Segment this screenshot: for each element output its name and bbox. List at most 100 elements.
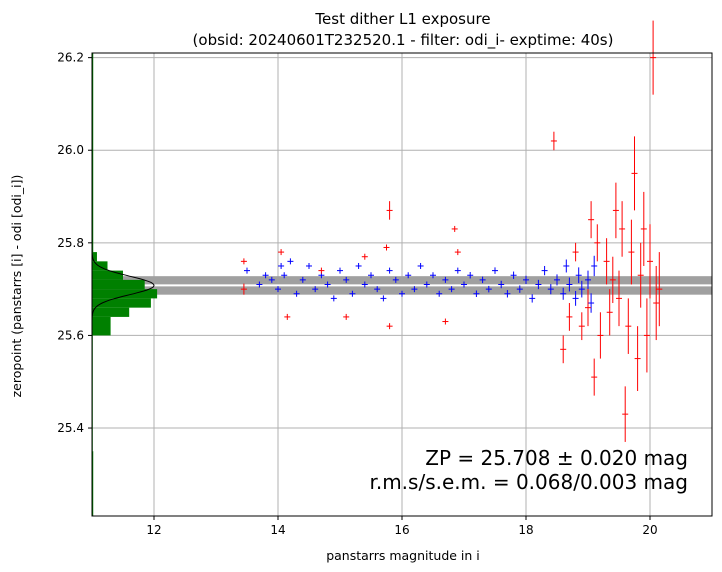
histogram xyxy=(91,53,158,516)
accepted-point xyxy=(312,286,319,293)
rejected-point xyxy=(566,303,573,331)
accepted-point xyxy=(337,267,343,274)
accepted-point xyxy=(275,286,281,293)
accepted-point xyxy=(299,276,306,283)
accepted-point xyxy=(405,272,412,279)
rejected-point xyxy=(442,318,449,325)
histogram-bar xyxy=(92,307,130,317)
histogram-bar xyxy=(92,289,158,299)
x-tick-label: 16 xyxy=(394,523,409,537)
axis-ticks: 12 14 16 18 20 25.4 25.6 25.8 26.0 26.2 xyxy=(57,51,657,537)
accepted-point xyxy=(575,267,582,284)
rejected-point xyxy=(640,191,647,266)
accepted-point xyxy=(262,272,269,279)
accepted-point xyxy=(306,262,312,269)
accepted-point xyxy=(442,276,449,283)
accepted-point xyxy=(566,277,573,292)
accepted-point xyxy=(554,274,560,286)
rejected-point xyxy=(603,238,610,285)
rejected-point xyxy=(650,20,657,95)
accepted-point xyxy=(244,267,250,274)
y-tick-label: 25.6 xyxy=(57,328,84,342)
x-tick-label: 14 xyxy=(270,523,285,537)
rejected-point xyxy=(647,224,653,299)
rejected-point xyxy=(550,131,557,151)
rms-annotation: r.m.s/s.e.m. = 0.068/0.003 mag xyxy=(369,470,688,494)
chart-subtitle: (obsid: 20240601T232520.1 - filter: odi_… xyxy=(193,31,614,50)
rejected-point xyxy=(578,312,585,341)
y-tick-label: 26.2 xyxy=(57,51,84,65)
rejected-point xyxy=(597,312,604,359)
accepted-point xyxy=(529,294,536,303)
accepted-point xyxy=(473,290,480,298)
accepted-point xyxy=(293,290,300,297)
histogram-bar xyxy=(92,53,94,253)
rejected-point xyxy=(622,386,629,442)
rejected-point xyxy=(616,270,622,327)
accepted-point xyxy=(417,262,424,269)
accepted-point xyxy=(547,284,554,295)
rejected-point xyxy=(591,358,598,396)
accepted-point xyxy=(535,279,542,290)
accepted-point xyxy=(504,290,511,298)
accepted-point xyxy=(578,280,585,298)
histogram-bar xyxy=(92,252,97,262)
rejected-point xyxy=(361,253,368,260)
accepted-point xyxy=(368,272,374,279)
accepted-point xyxy=(355,262,362,269)
accepted-point xyxy=(330,295,337,302)
accepted-point xyxy=(380,295,387,302)
x-tick-label: 18 xyxy=(518,523,533,537)
rejected-point xyxy=(637,242,644,308)
y-tick-label: 25.8 xyxy=(57,236,84,250)
rejected-point xyxy=(609,256,616,304)
zeropoint-annotation: ZP = 25.708 ± 0.020 mag xyxy=(425,446,688,470)
accepted-point xyxy=(256,281,263,288)
accepted-point xyxy=(572,290,579,306)
rejected-point xyxy=(643,298,650,373)
accepted-point xyxy=(392,276,399,283)
rejected-point xyxy=(653,265,660,341)
rejected-point xyxy=(606,289,613,336)
accepted-point xyxy=(343,276,350,283)
accepted-point xyxy=(498,280,505,289)
accepted-point xyxy=(591,255,598,277)
accepted-point xyxy=(467,271,474,279)
accepted-point xyxy=(461,281,467,288)
accepted-point xyxy=(485,285,492,293)
rejected-point xyxy=(454,249,461,256)
y-tick-label: 26.0 xyxy=(57,143,84,157)
accepted-point xyxy=(399,290,405,297)
rejected-point xyxy=(628,219,635,285)
histogram-bar xyxy=(92,298,151,308)
rejected-point xyxy=(619,201,626,257)
accepted-point xyxy=(287,258,294,265)
histogram-bar xyxy=(92,316,111,336)
accepted-point xyxy=(541,265,548,276)
accepted-point xyxy=(563,259,570,273)
rejected-point xyxy=(318,267,325,274)
accepted-point xyxy=(361,281,368,288)
accepted-point xyxy=(324,281,331,288)
y-tick-label: 25.4 xyxy=(57,421,84,435)
rejected-point xyxy=(594,224,601,262)
accepted-point xyxy=(281,272,288,279)
rejected-point xyxy=(386,201,393,220)
rejected-point xyxy=(625,298,632,354)
rejected-point xyxy=(656,252,663,327)
accepted-point xyxy=(588,293,595,313)
accepted-point xyxy=(411,286,418,293)
rejected-point xyxy=(386,323,393,330)
accepted-point xyxy=(454,267,461,274)
accepted-point xyxy=(386,267,393,274)
accepted-point xyxy=(585,270,591,290)
rejected-point xyxy=(284,313,291,320)
rejected-point xyxy=(634,326,641,391)
accepted-point xyxy=(268,276,275,283)
rejected-point xyxy=(588,201,595,239)
histogram-bar xyxy=(92,270,123,280)
accepted-point xyxy=(523,275,529,285)
accepted-point xyxy=(423,281,430,288)
rejected-point xyxy=(612,182,619,239)
